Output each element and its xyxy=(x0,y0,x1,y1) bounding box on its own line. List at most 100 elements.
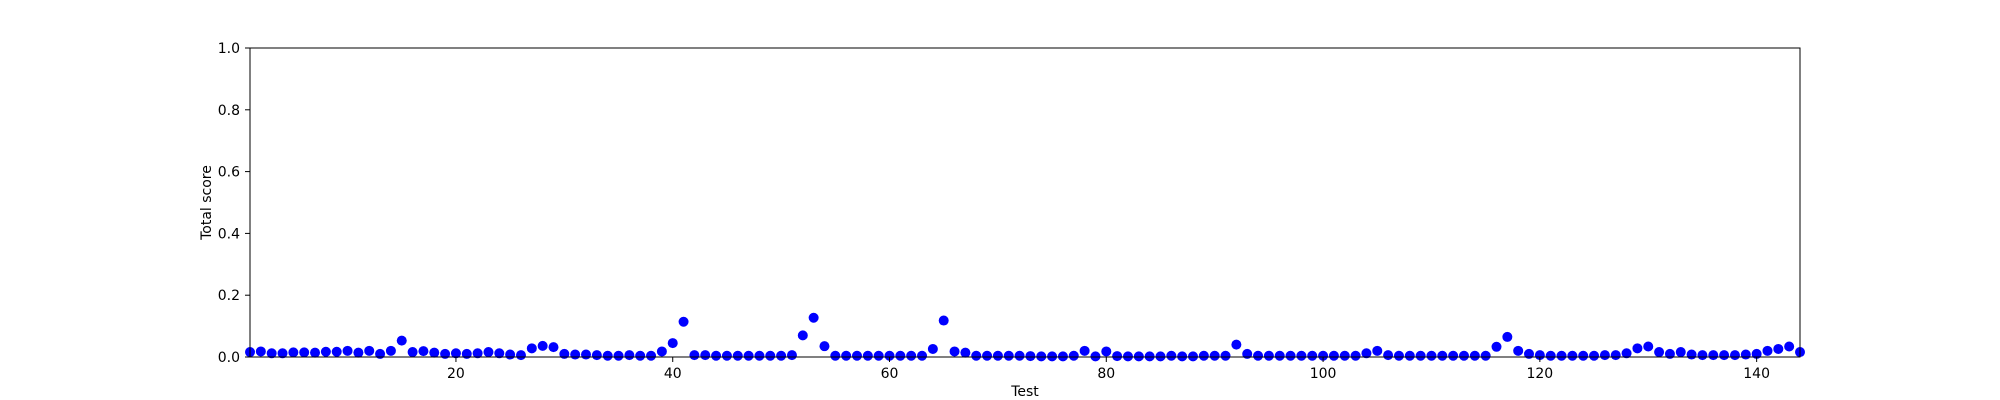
data-point xyxy=(385,345,396,356)
data-point xyxy=(1729,350,1740,361)
data-point xyxy=(927,343,938,354)
data-point xyxy=(721,350,732,361)
data-point xyxy=(646,350,657,361)
data-point xyxy=(786,350,797,361)
x-tick-label: 140 xyxy=(1743,366,1770,382)
data-point xyxy=(331,346,342,357)
data-point xyxy=(1025,351,1036,362)
data-point xyxy=(429,347,440,358)
data-point xyxy=(1393,350,1404,361)
data-point xyxy=(483,347,494,358)
data-point xyxy=(277,348,288,359)
data-point xyxy=(1534,350,1545,361)
data-point xyxy=(1328,350,1339,361)
data-point xyxy=(1545,350,1556,361)
data-point xyxy=(700,350,711,361)
data-point xyxy=(1415,350,1426,361)
data-point xyxy=(1057,351,1068,362)
data-point xyxy=(570,349,581,360)
y-tick-label: 1.0 xyxy=(218,41,240,57)
y-tick-label: 0.8 xyxy=(218,103,240,119)
data-point xyxy=(299,347,310,358)
data-point xyxy=(982,350,993,361)
data-point xyxy=(732,350,743,361)
data-point xyxy=(1372,345,1383,356)
data-point xyxy=(602,350,613,361)
data-point xyxy=(288,347,299,358)
data-point xyxy=(1122,351,1133,362)
data-point xyxy=(1242,348,1253,359)
x-axis-label: Test xyxy=(1010,384,1039,400)
x-axis-ticks: 20 40 60 80 100 120 140 xyxy=(447,357,1770,382)
data-point xyxy=(678,316,689,327)
data-point xyxy=(938,315,949,326)
data-point xyxy=(320,346,331,357)
data-point xyxy=(1133,351,1144,362)
data-point xyxy=(1383,350,1394,361)
data-point xyxy=(1079,345,1090,356)
data-point xyxy=(1643,341,1654,352)
data-point xyxy=(1014,350,1025,361)
data-point xyxy=(862,350,873,361)
data-point xyxy=(1567,350,1578,361)
data-point xyxy=(1524,348,1535,359)
data-point xyxy=(1339,350,1350,361)
data-point xyxy=(407,347,418,358)
data-point xyxy=(1177,351,1188,362)
data-point xyxy=(1101,346,1112,357)
data-point xyxy=(1361,348,1372,359)
data-point xyxy=(819,341,830,352)
data-point xyxy=(1654,347,1665,358)
data-point xyxy=(548,342,559,353)
data-point xyxy=(1437,350,1448,361)
data-point xyxy=(1784,341,1795,352)
data-point xyxy=(1740,349,1751,360)
data-point xyxy=(873,350,884,361)
data-point xyxy=(960,347,971,358)
data-point xyxy=(1112,351,1123,362)
data-point xyxy=(1047,351,1058,362)
data-point xyxy=(797,330,808,341)
data-point xyxy=(581,349,592,360)
data-point xyxy=(635,350,646,361)
data-point xyxy=(808,312,819,323)
data-point xyxy=(1697,350,1708,361)
data-point xyxy=(754,350,765,361)
data-points xyxy=(245,312,1805,362)
y-tick-label: 0.2 xyxy=(218,288,240,304)
data-point xyxy=(1036,351,1047,362)
data-point xyxy=(1307,350,1318,361)
data-point xyxy=(1285,350,1296,361)
data-point xyxy=(1263,350,1274,361)
data-point xyxy=(1621,348,1632,359)
data-point xyxy=(1502,331,1513,342)
data-point xyxy=(1599,350,1610,361)
y-tick-label: 0.6 xyxy=(218,165,240,181)
data-point xyxy=(656,346,667,357)
data-point xyxy=(895,350,906,361)
data-point xyxy=(418,346,429,357)
data-point xyxy=(1589,350,1600,361)
data-point xyxy=(613,350,624,361)
data-point xyxy=(884,350,895,361)
data-point xyxy=(537,340,548,351)
data-point xyxy=(1144,351,1155,362)
data-point xyxy=(353,347,364,358)
x-tick-label: 60 xyxy=(881,366,899,382)
data-point xyxy=(1480,350,1491,361)
data-point xyxy=(1751,348,1762,359)
data-point xyxy=(515,350,526,361)
data-point xyxy=(1448,350,1459,361)
data-point xyxy=(526,343,537,354)
data-point xyxy=(472,348,483,359)
x-tick-label: 120 xyxy=(1526,366,1553,382)
data-point xyxy=(1155,351,1166,362)
data-point xyxy=(494,348,505,359)
data-point xyxy=(450,348,461,359)
data-point xyxy=(1632,343,1643,354)
data-point xyxy=(461,348,472,359)
data-point xyxy=(375,348,386,359)
data-point xyxy=(1708,350,1719,361)
data-point xyxy=(689,350,700,361)
data-point xyxy=(992,350,1003,361)
